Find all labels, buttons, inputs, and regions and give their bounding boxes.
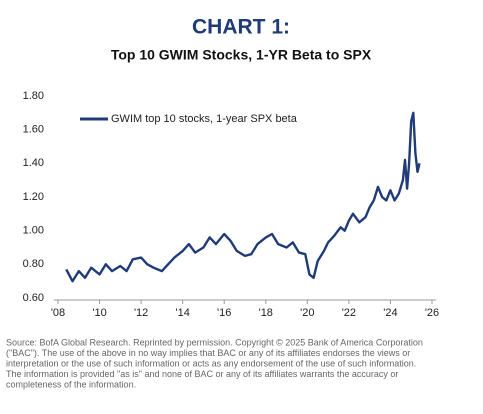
x-tick-label: '10 [92,307,106,319]
chart-subtitle: Top 10 GWIM Stocks, 1-YR Beta to SPX [111,47,372,63]
source-note: interpretation or the use of such inform… [6,358,416,368]
x-tick-label: '22 [342,307,356,319]
y-tick-label: 1.00 [23,225,44,237]
x-tick-label: '24 [383,307,397,319]
x-tick-label: '26 [425,307,439,319]
x-tick-label: '14 [175,307,189,319]
y-tick-label: 1.80 [23,90,44,102]
x-tick-label: '08 [51,307,65,319]
y-tick-label: 1.20 [23,191,44,203]
x-tick-label: '20 [300,307,314,319]
source-note: completeness of the information. [6,379,136,389]
chart-title: CHART 1: [192,16,290,39]
source-note: ("BAC"). The use of the above in no way … [6,348,410,358]
y-tick-label: 0.60 [23,292,44,304]
x-tick-label: '16 [217,307,231,319]
y-tick-label: 1.40 [23,157,44,169]
y-tick-label: 0.80 [23,258,44,270]
y-tick-label: 1.60 [23,124,44,136]
source-note: Source: BofA Global Research. Reprinted … [6,337,423,347]
legend-label: GWIM top 10 stocks, 1-year SPX beta [111,113,298,125]
x-tick-label: '12 [134,307,148,319]
source-note: The information is provided "as is" and … [6,369,398,379]
data-line [65,111,421,283]
x-tick-label: '18 [259,307,273,319]
